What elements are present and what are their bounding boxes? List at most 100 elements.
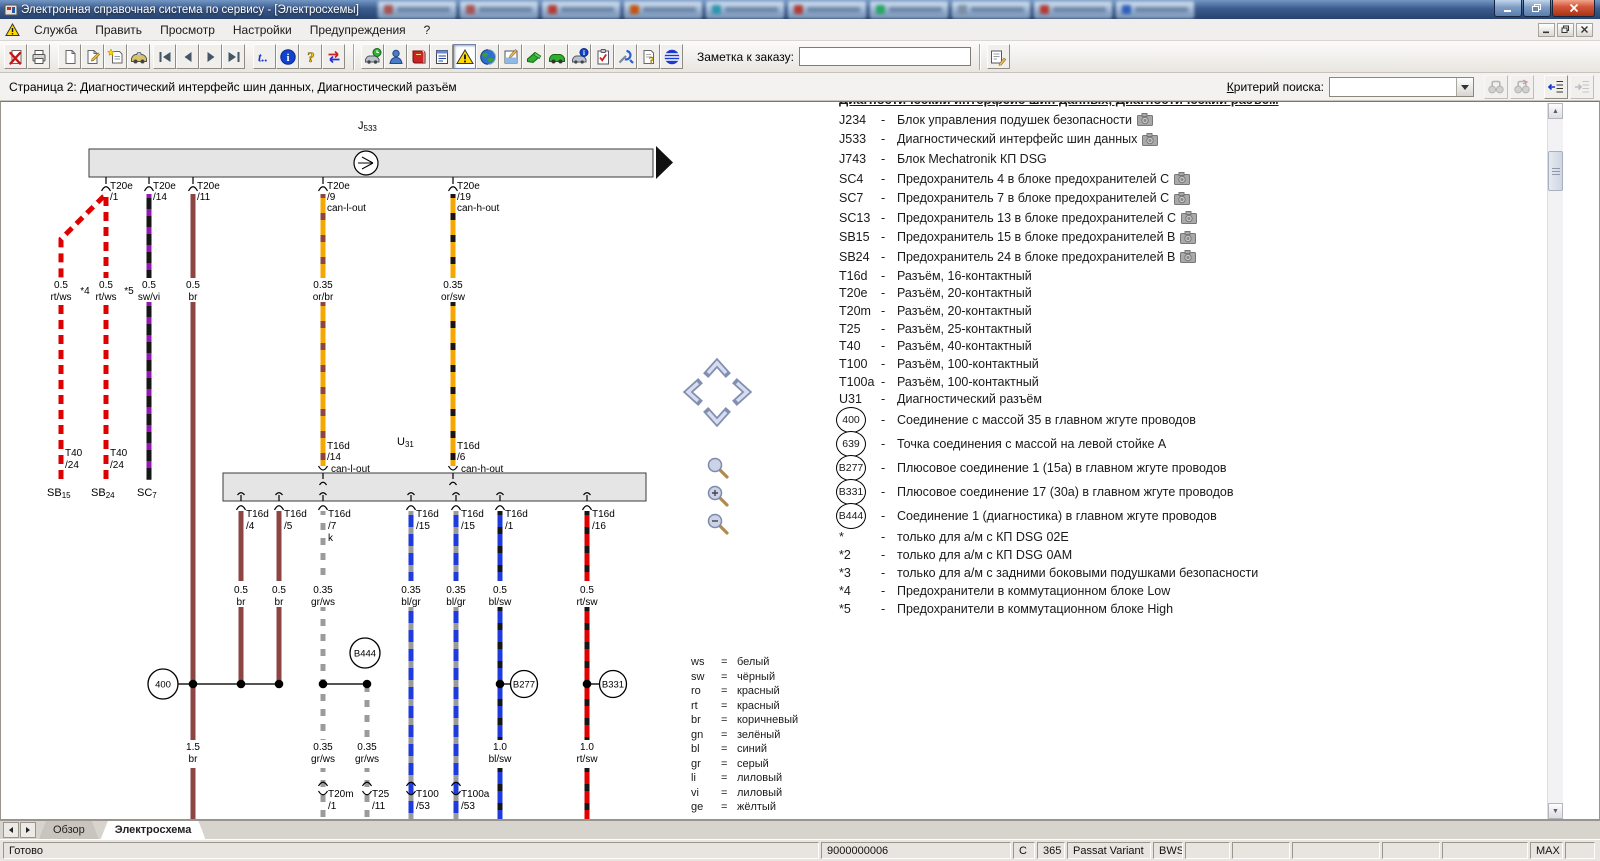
diagram-label: /24 [65,460,79,471]
search-find-button[interactable] [1484,75,1508,99]
photo-icon[interactable] [1180,250,1196,263]
toolbar-edit-document-button[interactable] [81,44,104,69]
toolbar-order-properties-button[interactable] [987,44,1010,69]
status-cell-7 [1232,842,1290,859]
view-tab-active[interactable]: Электросхема [101,821,206,839]
toolbar-vehicle-info-button[interactable]: i [568,44,591,69]
photo-icon[interactable] [1137,113,1153,126]
diagram-label: can-h-out [461,464,503,475]
status-cell-5: BWS [1153,842,1183,859]
toolbar-t-history-button[interactable]: t.. [253,44,276,69]
child-restore-button[interactable] [1557,23,1574,37]
toolbar-nav-next-button[interactable] [199,44,222,69]
menu-item-5[interactable]: Предупреждения [301,20,415,40]
toolbar-eraser-button[interactable] [522,44,545,69]
remove-from-list-button[interactable] [1570,75,1594,99]
toolbar-new-document-button[interactable] [58,44,81,69]
toolbar-globe-button[interactable] [476,44,499,69]
diagram-label: bl/gr [446,597,466,608]
zoom-select-button[interactable] [709,459,728,478]
window-minimize-button[interactable] [1494,0,1522,17]
search-criteria-combobox[interactable] [1329,77,1474,97]
toolbar-customer-button[interactable] [384,44,407,69]
toolbar-nav-prev-button[interactable] [176,44,199,69]
toolbar-nav-first-button[interactable] [153,44,176,69]
toolbar-document-list-button[interactable] [430,44,453,69]
menu-item-1[interactable]: Служба [25,20,86,40]
toolbar-manual-book-button[interactable] [407,44,430,69]
diagram-label: br [189,292,199,303]
toolbar-help-button[interactable]: ? [299,44,322,69]
zoom-out-button[interactable] [709,515,728,534]
view-tab-inactive[interactable]: Обзор [39,821,99,839]
toolbar-warnings-button[interactable] [453,44,476,69]
toolbar-vehicle-button[interactable] [127,44,150,69]
nav-prev-icon [179,48,197,66]
toolbar-document-help-button[interactable]: ? [637,44,660,69]
scroll-up-button[interactable]: ▲ [1548,103,1563,119]
child-minimize-button[interactable] [1538,23,1555,37]
legend-item-J743: J743-Блок Mechatronik КП DSG [839,149,1543,169]
legend-item-T25: T25-Разъём, 25-контактный [839,320,1543,338]
diagram-label: rt/sw [576,597,598,608]
diagram-label: 1.0 [493,742,507,753]
toolbar-exit-document-button[interactable] [4,44,27,69]
menu-item-4[interactable]: Настройки [224,20,301,40]
diagram-label: 0.35 [401,585,421,596]
toolbar-tools-button[interactable] [614,44,637,69]
diagram-label: bl/sw [489,754,513,765]
insert-to-list-button[interactable] [1544,75,1568,99]
search-criteria-input[interactable] [1330,78,1456,96]
toolbar-info-button[interactable]: i [276,44,299,69]
diagram-label: T16d [284,509,307,520]
wire-color-sw: sw=чёрный [691,670,798,685]
status-ready: Готово [3,842,819,859]
toolbar-swap-button[interactable] [322,44,345,69]
combobox-dropdown-button[interactable] [1456,78,1473,96]
child-close-button[interactable] [1576,23,1593,37]
search-find-next-button[interactable] [1510,75,1534,99]
continuation-arrow[interactable] [656,146,673,179]
zoom-in-button[interactable] [709,487,728,506]
menu-item-6[interactable]: ? [415,20,440,40]
toolbar-window-edit-button[interactable] [499,44,522,69]
photo-icon[interactable] [1174,192,1190,205]
photo-icon[interactable] [1180,231,1196,244]
toolbar-service-schedule-button[interactable] [361,44,384,69]
pan-left-button[interactable] [688,383,698,401]
toolbar-checklist-button[interactable] [591,44,614,69]
window-edit-icon [502,48,520,66]
junction-dot [363,680,372,689]
component-designator: U31 [397,436,414,449]
pan-down-button[interactable] [708,412,726,422]
toolbar-vehicle-green-button[interactable] [545,44,568,69]
pan-right-button[interactable] [737,383,747,401]
wire-rt-ws [61,194,106,278]
legend-scrollbar[interactable]: ▲ ▼ [1547,103,1563,819]
diagram-label: T100a [461,789,490,800]
toolbar-print-button[interactable] [27,44,50,69]
new-note-icon [107,48,125,66]
order-note-input[interactable] [799,47,971,66]
scrollbar-thumb[interactable] [1548,151,1563,191]
scroll-down-button[interactable]: ▼ [1548,803,1563,819]
toolbar-new-note-button[interactable] [104,44,127,69]
window-close-button[interactable] [1552,0,1595,17]
background-tab [624,1,702,18]
pan-up-button[interactable] [708,363,726,373]
toolbar-sphere-button[interactable] [660,44,683,69]
photo-icon[interactable] [1142,133,1158,146]
photo-icon[interactable] [1174,172,1190,185]
background-tab [460,1,538,18]
photo-icon[interactable] [1181,211,1197,224]
page-title-bar: Страница 2: Диагностический интерфейс ши… [0,73,1600,101]
tab-scroll-left-button[interactable] [3,822,19,838]
page-title: Страница 2: Диагностический интерфейс ши… [9,80,457,94]
legend-item-SC7: SC7-Предохранитель 7 в блоке предохранит… [839,188,1543,208]
menu-item-2[interactable]: Править [86,20,151,40]
window-restore-button[interactable] [1523,0,1551,17]
toolbar-nav-last-button[interactable] [222,44,245,69]
vehicle-info-icon: i [571,48,589,66]
menu-item-3[interactable]: Просмотр [151,20,224,40]
tab-scroll-right-button[interactable] [20,822,36,838]
